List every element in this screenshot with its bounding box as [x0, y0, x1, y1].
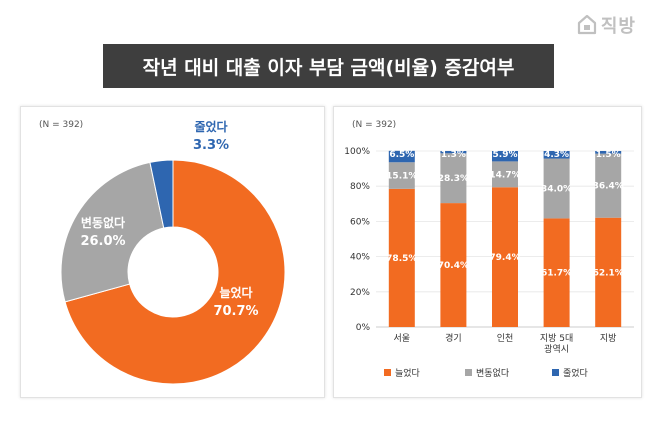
bar-data-label: 4.3%: [544, 150, 569, 160]
donut-chart: 늘었다 70.7% 변동없다 26.0% 줄었다 3.3%: [60, 119, 286, 385]
bar-segment: [595, 153, 622, 218]
bar-segment: [440, 203, 467, 327]
bar-segment: [543, 158, 570, 219]
donut-slice-3: [149, 159, 174, 229]
page-title: 작년 대비 대출 이자 부담 금액(비율) 증감여부: [142, 56, 515, 79]
y-tick-label: 60%: [350, 217, 370, 227]
brand-name: 직방: [600, 16, 636, 37]
bar-data-label: 6.5%: [389, 150, 414, 160]
bar-data-label: 15.1%: [386, 172, 417, 182]
y-tick-label: 20%: [350, 288, 370, 298]
bar-segment: [440, 151, 467, 154]
bar-data-label: 1.5%: [596, 150, 621, 160]
bar-segment: [492, 161, 518, 188]
donut-slice-label: 변동없다: [81, 215, 125, 230]
bar-segment: [595, 217, 622, 327]
y-tick-label: 100%: [344, 147, 370, 157]
bar-data-label: 79.4%: [489, 253, 520, 263]
stacked-bar-panel: (N = 392) 0% 20% 40% 60% 80% 100% 78.5% 15.1% 6.…: [333, 106, 642, 398]
donut-slice-label: 줄었다: [194, 119, 227, 134]
bar-segment: [595, 151, 622, 154]
donut-sample-note: (N = 392): [39, 120, 84, 130]
bar-segment: [388, 162, 415, 189]
x-tick-label: 지방 5대: [540, 333, 573, 344]
legend-swatch: [384, 369, 391, 376]
brand-logo: 직방: [577, 12, 636, 38]
bar-segment: [388, 188, 415, 327]
house-icon: [577, 14, 596, 35]
bar-segment: [543, 151, 570, 159]
x-tick-label: 서울: [394, 333, 411, 344]
bar-data-label: 5.9%: [493, 150, 518, 160]
legend-swatch: [465, 369, 472, 376]
donut-slice-1: [64, 159, 286, 385]
x-tick-label: 지방: [600, 333, 617, 344]
donut-slice-2: [60, 161, 165, 303]
bar-data-label: 1.3%: [441, 150, 466, 160]
legend-swatch: [552, 369, 559, 376]
x-tick-label: 광역시: [544, 343, 569, 355]
bar-data-label: 14.7%: [489, 170, 520, 180]
y-tick-label: 40%: [350, 253, 370, 263]
legend-label: 변동없다: [476, 368, 510, 379]
bar-data-label: 28.3%: [438, 174, 469, 184]
y-tick-label: 0%: [356, 323, 371, 333]
legend-label: 늘었다: [395, 367, 421, 379]
legend-label: 줄었다: [563, 367, 589, 379]
x-tick-label: 인천: [497, 333, 514, 344]
x-tick-label: 경기: [445, 332, 462, 344]
bar-segment: [543, 218, 570, 327]
bar-data-label: 36.4%: [593, 182, 624, 192]
stacked-bar-chart: 0% 20% 40% 60% 80% 100% 78.5% 15.1% 6.5% 서울 70.4% 2…: [344, 147, 634, 379]
bar-data-label: 62.1%: [593, 268, 624, 278]
bar-data-label: 70.4%: [438, 261, 469, 271]
donut-slice-label: 늘었다: [219, 285, 252, 300]
bar-data-label: 61.7%: [541, 269, 572, 279]
bar-sample-note: (N = 392): [352, 120, 397, 130]
donut-slice-value: 70.7%: [213, 304, 258, 319]
bar-data-label: 78.5%: [386, 254, 417, 264]
donut-slice-value: 26.0%: [80, 234, 125, 249]
donut-chart-panel: (N = 392) 늘었다 70.7% 변동없다 26.0% 줄었다 3.3%: [20, 106, 325, 398]
bar-data-label: 34.0%: [541, 184, 572, 194]
y-tick-label: 80%: [350, 182, 370, 192]
donut-slice-value: 3.3%: [193, 138, 229, 153]
bar-segment: [388, 150, 415, 163]
bar-segment: [492, 151, 518, 162]
bar-segment: [492, 187, 518, 327]
bar-segment: [440, 153, 467, 204]
title-banner: 작년 대비 대출 이자 부담 금액(비율) 증감여부: [103, 44, 554, 88]
